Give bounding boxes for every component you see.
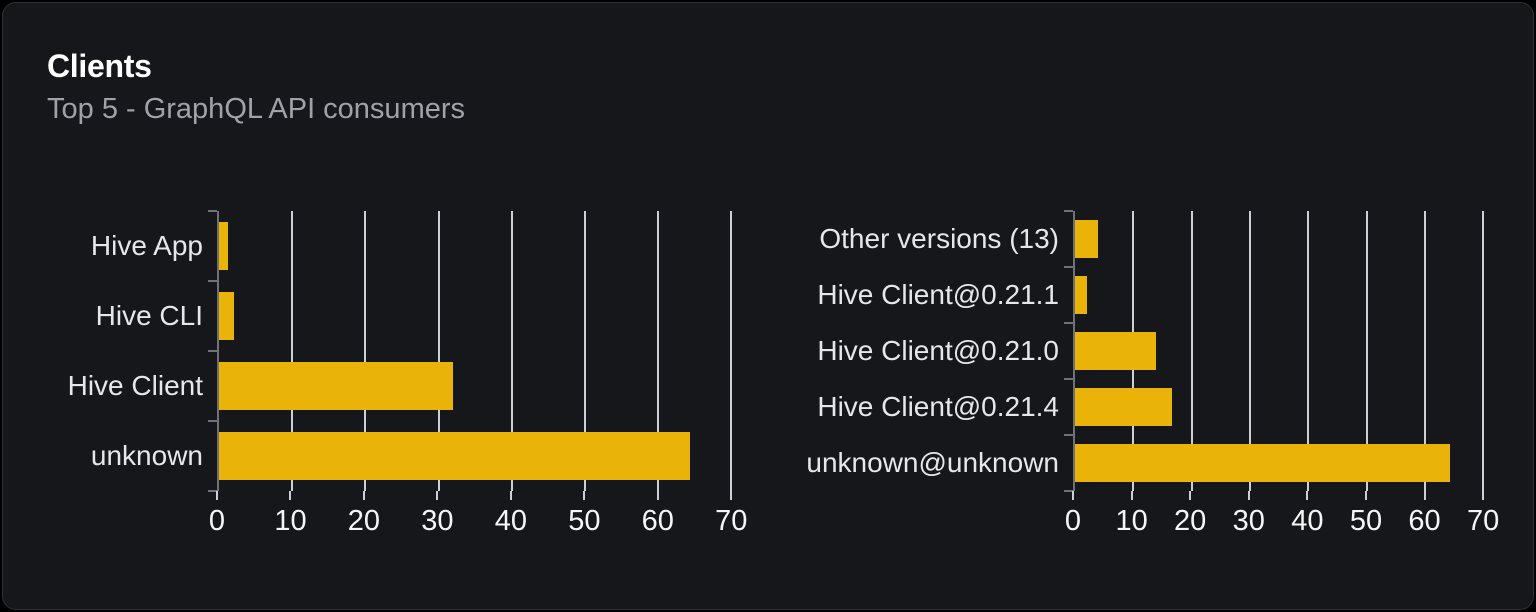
y-axis-tick: [1064, 378, 1073, 380]
gridline: [1190, 211, 1193, 491]
x-axis-tick: [1482, 491, 1485, 500]
client-axis-labels: Hive App Hive CLI Hive Client unknown: [47, 211, 217, 491]
client-versions-chart: Other versions (13) Hive Client@0.21.1 Hiv…: [768, 210, 1499, 541]
category-row: Hive Client@0.21.4: [768, 379, 1073, 435]
y-axis-tick: [1064, 210, 1073, 212]
y-axis-tick: [208, 350, 217, 352]
bar[interactable]: [1075, 444, 1450, 482]
x-axis-tick: [1306, 491, 1309, 500]
category-row: Hive App: [47, 211, 217, 281]
category-label: unknown: [90, 440, 203, 471]
x-axis-tick: [1364, 491, 1367, 500]
versions-plot-column: 0 10 20 30 40 50 60 70: [1064, 210, 1499, 541]
gridline: [510, 211, 513, 491]
x-axis-tick-label: 10: [274, 505, 307, 537]
y-axis-tick: [1064, 434, 1073, 436]
gridline: [291, 211, 294, 491]
versions-x-axis: 0 10 20 30 40 50 60 70: [1065, 491, 1499, 541]
gridline: [1423, 211, 1426, 491]
clients-x-axis: 0 10 20 30 40 50 60 70: [209, 491, 768, 541]
x-axis-tick-label: 60: [641, 505, 674, 537]
x-axis-tick: [216, 491, 218, 500]
x-axis-tick: [583, 491, 586, 500]
y-axis-tick: [1064, 490, 1073, 492]
x-axis-tick-label: 60: [1408, 505, 1441, 537]
category-label: Hive CLI: [95, 300, 203, 331]
category-label: Hive App: [90, 230, 203, 261]
x-axis-tick: [362, 491, 365, 500]
x-axis-tick: [1423, 491, 1426, 500]
x-axis-tick-label: 30: [1232, 505, 1265, 537]
card-subtitle: Top 5 - GraphQL API consumers: [47, 93, 466, 125]
x-axis-tick-label: 50: [1349, 505, 1383, 537]
x-axis-tick-label: 0: [208, 505, 226, 537]
x-axis-tick-label: 0: [1064, 505, 1082, 537]
y-axis-tick: [208, 210, 217, 212]
clients-plot-area: [208, 210, 768, 492]
x-axis-tick: [289, 491, 292, 500]
card-title: Clients: [47, 48, 152, 84]
x-axis-tick: [436, 491, 439, 500]
bar[interactable]: [219, 222, 228, 270]
gridline: [437, 211, 440, 491]
x-axis-tick-label: 50: [568, 505, 601, 537]
bar[interactable]: [1075, 388, 1172, 426]
y-axis-tick: [1064, 322, 1073, 324]
category-row: unknown: [47, 421, 217, 491]
y-axis-tick: [208, 280, 217, 282]
clients-chart: Hive App Hive CLI Hive Client unknown 0 10 20…: [47, 210, 768, 541]
category-row: Other versions (13): [768, 211, 1073, 267]
y-axis-tick: [208, 420, 217, 422]
category-row: Hive Client@0.21.0: [768, 323, 1073, 379]
gridline: [583, 211, 586, 491]
bar[interactable]: [1075, 220, 1099, 258]
gridline: [1307, 211, 1310, 491]
bar[interactable]: [219, 362, 454, 410]
x-axis-tick-label: 40: [1291, 505, 1324, 537]
category-label: Hive Client@0.21.1: [817, 279, 1059, 310]
category-row: Hive Client@0.21.1: [768, 267, 1073, 323]
card-header: Clients Top 5 - GraphQL API consumers: [47, 47, 1489, 127]
x-axis-tick: [1072, 491, 1074, 500]
x-axis-tick: [730, 491, 733, 500]
category-label: Other versions (13): [819, 223, 1059, 254]
category-row: Hive CLI: [47, 281, 217, 351]
category-row: unknown@unknown: [768, 435, 1073, 491]
gridline: [1365, 211, 1368, 491]
gridline: [364, 211, 367, 491]
x-axis-tick-label: 70: [1467, 505, 1500, 537]
category-label: Hive Client@0.21.4: [817, 391, 1059, 422]
category-label: unknown@unknown: [806, 447, 1059, 478]
x-axis-tick: [656, 491, 659, 500]
x-axis-tick-label: 40: [494, 505, 527, 537]
category-label: Hive Client@0.21.0: [817, 335, 1059, 366]
x-axis-tick-label: 30: [421, 505, 454, 537]
bar[interactable]: [1075, 332, 1157, 370]
gridline: [1248, 211, 1251, 491]
versions-plot-area: [1064, 210, 1489, 492]
category-row: Hive Client: [47, 351, 217, 421]
x-axis-tick: [509, 491, 512, 500]
x-axis-tick-label: 10: [1115, 505, 1148, 537]
y-axis-tick: [208, 490, 217, 492]
bar[interactable]: [219, 432, 690, 480]
clients-plot-column: 0 10 20 30 40 50 60 70: [208, 210, 768, 541]
x-axis-tick-label: 20: [1174, 505, 1207, 537]
version-axis-labels: Other versions (13) Hive Client@0.21.1 Hiv…: [768, 211, 1073, 491]
x-axis-tick-label: 20: [347, 505, 381, 537]
bar[interactable]: [1075, 276, 1087, 314]
bar[interactable]: [219, 292, 235, 340]
category-label: Hive Client: [67, 370, 203, 401]
charts-row: Hive App Hive CLI Hive Client unknown 0 10 20…: [47, 210, 1499, 541]
x-axis-tick: [1247, 491, 1250, 500]
gridline: [657, 211, 660, 491]
x-axis-tick: [1189, 491, 1192, 500]
x-axis-tick-label: 70: [715, 505, 748, 537]
x-axis-tick: [1130, 491, 1133, 500]
gridline: [1482, 211, 1485, 491]
y-axis-tick: [1064, 266, 1073, 268]
gridline: [730, 211, 733, 491]
